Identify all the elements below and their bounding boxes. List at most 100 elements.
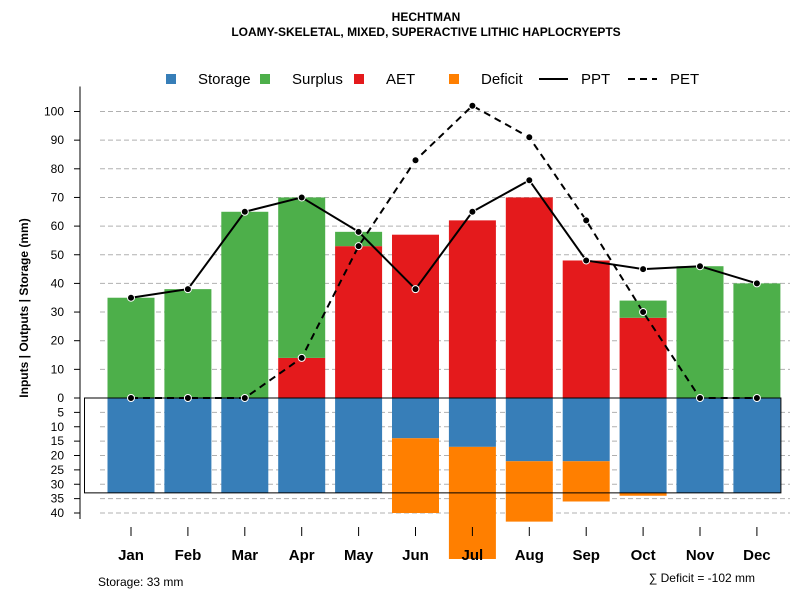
aet-bar-sep bbox=[562, 260, 610, 398]
y-tick-label-60: 60 bbox=[51, 219, 65, 233]
y-tick-label-0: 0 bbox=[57, 391, 64, 405]
deficit-bar-oct bbox=[619, 492, 667, 496]
legend-label-storage: Storage bbox=[198, 71, 251, 88]
ppt-point-feb bbox=[183, 285, 192, 294]
ppt-point-apr bbox=[297, 193, 306, 202]
aet-bar-jun bbox=[392, 234, 439, 398]
y-tick-label-70: 70 bbox=[51, 190, 65, 204]
x-tick-label-sep: Sep bbox=[572, 547, 600, 564]
storage-bar-mar bbox=[221, 398, 269, 493]
y-tick-label-100: 100 bbox=[44, 105, 64, 119]
y-tick-label-80: 80 bbox=[51, 162, 65, 176]
deficit-bar-sep bbox=[562, 461, 610, 502]
ppt-point-mar bbox=[240, 207, 249, 216]
aet-bar-aug bbox=[505, 197, 553, 398]
ppt-point-sep bbox=[582, 256, 591, 265]
legend-entry-storage: Storage bbox=[166, 71, 251, 88]
surplus-bar-dec bbox=[733, 283, 781, 398]
storage-bar-aug bbox=[505, 398, 553, 462]
storage-bar-jun bbox=[392, 398, 439, 439]
y-tick-label-lower-35: 35 bbox=[51, 492, 65, 506]
x-tick-label-jun: Jun bbox=[402, 547, 429, 564]
storage-bar-dec bbox=[733, 398, 781, 493]
series-lines bbox=[127, 101, 761, 402]
legend-swatch-deficit bbox=[449, 74, 459, 84]
legend-entry-pet: PET bbox=[628, 71, 699, 88]
pet-point-jan bbox=[127, 394, 135, 402]
pet-line bbox=[131, 104, 757, 399]
legend-label-aet: AET bbox=[386, 71, 415, 88]
axes: 0102030405060708090100510152025303540Jan… bbox=[44, 86, 771, 564]
bars bbox=[84, 197, 782, 559]
legend-label-surplus: Surplus bbox=[292, 71, 343, 88]
pet-point-feb bbox=[183, 394, 192, 402]
aet-bar-jul bbox=[448, 220, 496, 398]
surplus-bar-jan bbox=[107, 297, 155, 398]
storage-bar-feb bbox=[164, 398, 212, 493]
y-tick-label-lower-25: 25 bbox=[51, 463, 65, 477]
x-tick-label-jul: Jul bbox=[462, 547, 484, 564]
surplus-bar-feb bbox=[164, 289, 212, 398]
y-tick-label-20: 20 bbox=[51, 334, 65, 348]
pet-point-apr bbox=[297, 353, 306, 362]
ppt-point-aug bbox=[525, 176, 534, 185]
x-tick-label-jan: Jan bbox=[118, 547, 144, 564]
legend: Storage Surplus AET Deficit PPT PET bbox=[166, 71, 699, 88]
deficit-note: ∑ Deficit = -102 mm bbox=[649, 571, 755, 585]
y-tick-label-lower-15: 15 bbox=[51, 434, 65, 448]
x-tick-label-apr: Apr bbox=[289, 547, 315, 564]
surplus-bar-mar bbox=[221, 211, 269, 398]
gridlines bbox=[100, 111, 790, 514]
x-tick-label-oct: Oct bbox=[631, 547, 656, 564]
y-tick-label-lower-20: 20 bbox=[51, 449, 65, 463]
chart-title: HECHTMAN bbox=[392, 10, 461, 24]
y-tick-label-lower-10: 10 bbox=[51, 420, 65, 434]
ppt-point-oct bbox=[639, 265, 648, 274]
storage-bar-jan bbox=[107, 398, 155, 493]
deficit-bar-aug bbox=[505, 461, 553, 522]
x-tick-label-may: May bbox=[344, 547, 374, 564]
pet-point-dec bbox=[752, 394, 761, 402]
storage-bar-nov bbox=[676, 398, 724, 493]
ppt-point-jul bbox=[468, 207, 477, 216]
aet-bar-may bbox=[335, 246, 383, 398]
legend-label-deficit: Deficit bbox=[481, 71, 524, 88]
y-tick-label-10: 10 bbox=[51, 362, 65, 376]
y-tick-label-90: 90 bbox=[51, 133, 65, 147]
ppt-point-jun bbox=[411, 285, 420, 294]
y-tick-label-50: 50 bbox=[51, 248, 65, 262]
y-tick-label-30: 30 bbox=[51, 305, 65, 319]
legend-entry-aet: AET bbox=[354, 71, 415, 88]
pet-point-mar bbox=[240, 394, 249, 402]
y-tick-label-40: 40 bbox=[51, 276, 65, 290]
storage-bar-jul bbox=[448, 398, 496, 447]
x-tick-label-mar: Mar bbox=[231, 547, 258, 564]
y-tick-label-lower-30: 30 bbox=[51, 477, 65, 491]
legend-swatch-aet bbox=[354, 74, 364, 84]
surplus-bar-apr bbox=[278, 197, 326, 358]
x-tick-label-nov: Nov bbox=[686, 547, 715, 564]
pet-point-nov bbox=[696, 394, 704, 402]
legend-entry-ppt: PPT bbox=[539, 71, 610, 88]
deficit-bar-jun bbox=[392, 438, 439, 513]
pet-point-aug bbox=[525, 133, 534, 142]
storage-bar-apr bbox=[278, 398, 326, 493]
legend-label-pet: PET bbox=[670, 71, 699, 88]
storage-bar-may bbox=[335, 398, 383, 493]
pet-point-jul bbox=[468, 101, 477, 110]
ppt-line bbox=[130, 178, 758, 299]
storage-bar-oct bbox=[619, 398, 667, 493]
pet-point-may bbox=[354, 242, 363, 251]
x-tick-label-dec: Dec bbox=[743, 547, 771, 564]
storage-bar-sep bbox=[562, 398, 610, 462]
y-axis-label: Inputs | Outputs | Storage (mm) bbox=[17, 218, 31, 397]
ppt-point-dec bbox=[752, 279, 761, 288]
legend-swatch-storage bbox=[166, 74, 176, 84]
deficit-bar-jul bbox=[448, 446, 496, 559]
y-tick-label-lower-5: 5 bbox=[57, 405, 64, 419]
chart-subtitle: LOAMY-SKELETAL, MIXED, SUPERACTIVE LITHI… bbox=[231, 25, 620, 39]
aet-bar-oct bbox=[619, 317, 667, 398]
surplus-bar-nov bbox=[676, 266, 724, 398]
legend-swatch-surplus bbox=[260, 74, 270, 84]
legend-label-ppt: PPT bbox=[581, 71, 610, 88]
